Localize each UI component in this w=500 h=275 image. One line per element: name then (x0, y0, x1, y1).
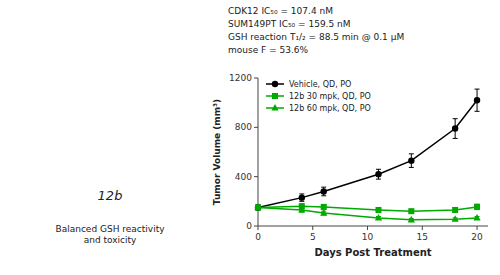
legend-label: Vehicle, QD, PO (289, 80, 351, 89)
error-cap (453, 118, 458, 119)
text-line: mouse F = 53.6% (228, 45, 309, 55)
text-line: SUM149PT IC₅₀ = 159.5 nM (228, 19, 351, 29)
x-tick-label: 20 (471, 232, 483, 242)
y-tick-label: 0 (246, 221, 252, 231)
error-bar (376, 208, 381, 212)
point (452, 125, 458, 131)
series-line (258, 100, 477, 207)
x-axis (258, 226, 488, 227)
point (321, 204, 327, 210)
point (321, 188, 327, 194)
x-tick (312, 226, 313, 230)
text-line: GSH reaction T₁/₂ = 88.5 min @ 0.1 μM (228, 32, 404, 42)
annotation: SUM149PT IC₅₀ = 159.5 nM (228, 19, 351, 29)
point (474, 204, 480, 210)
x-tick-label: 0 (255, 232, 261, 242)
annotation: GSH reaction T₁/₂ = 88.5 min @ 0.1 μM (228, 32, 404, 42)
text-line: and toxicity (84, 235, 137, 245)
error-bar (453, 208, 458, 212)
error-bar (376, 169, 381, 179)
y-tick (254, 127, 258, 128)
y-tick-label: 1200 (229, 73, 252, 83)
text-line: 12b (98, 188, 123, 203)
y-tick-label: 400 (235, 172, 252, 182)
error-cap (321, 195, 326, 196)
error-cap (299, 193, 304, 194)
legend-marker (272, 81, 278, 87)
y-tick (254, 176, 258, 177)
error-cap (299, 201, 304, 202)
x-tick-label: 5 (310, 232, 316, 242)
point (375, 214, 382, 221)
error-cap (409, 153, 414, 154)
legend-marker (271, 104, 278, 111)
error-bar (321, 205, 326, 209)
point (474, 97, 480, 103)
error-cap (321, 187, 326, 188)
x-tick (477, 226, 478, 230)
plot-area (254, 89, 480, 222)
point (408, 208, 414, 214)
error-cap (475, 89, 480, 90)
y-tick (254, 78, 258, 79)
x-tick-label: 15 (417, 232, 428, 242)
error-cap (376, 179, 381, 180)
point (255, 205, 261, 211)
error-cap (475, 111, 480, 112)
legend-marker (272, 93, 278, 99)
point (408, 216, 415, 223)
point (473, 214, 480, 221)
point (254, 204, 261, 211)
x-tick (367, 226, 368, 230)
point (452, 215, 459, 222)
error-bar (321, 187, 326, 196)
text-line: CDK12 IC₅₀ = 107.4 nM (228, 6, 333, 16)
error-bar (475, 89, 480, 111)
legend: Vehicle, QD, PO 12b 30 mpk, QD, PO 12b 60 … (266, 80, 371, 113)
text-line: Balanced GSH reactivity (56, 224, 166, 234)
y-tick-label: 800 (235, 122, 252, 132)
x-tick (422, 226, 423, 230)
error-bar (409, 154, 414, 168)
chart: CDK12 IC₅₀ = 107.4 nM SUM149PT IC₅₀ = 159… (0, 0, 500, 275)
series (254, 204, 480, 223)
point (375, 171, 381, 177)
y-axis-label: Tumor Volume (mm³) (212, 99, 222, 205)
error-cap (409, 167, 414, 168)
x-axis-label: Days Post Treatment (314, 247, 431, 258)
compound-label: 12b (98, 188, 123, 203)
caption: Balanced GSH reactivityand toxicity (56, 224, 166, 245)
error-cap (453, 138, 458, 139)
annotation: CDK12 IC₅₀ = 107.4 nM (228, 6, 333, 16)
point (452, 207, 458, 213)
point (299, 194, 305, 200)
series-line (258, 208, 477, 220)
series (255, 89, 480, 211)
point (375, 207, 381, 213)
point (320, 209, 327, 216)
annotation: mouse F = 53.6% (228, 45, 309, 55)
error-cap (376, 169, 381, 170)
legend-label: 12b 30 mpk, QD, PO (289, 92, 371, 101)
error-bar (475, 204, 480, 209)
error-bar (299, 194, 304, 201)
x-tick (258, 226, 259, 230)
x-tick-label: 10 (362, 232, 374, 242)
point (298, 206, 305, 213)
point (408, 157, 414, 163)
legend-label: 12b 60 mpk, QD, PO (289, 104, 371, 113)
y-tick (254, 226, 258, 227)
error-bar (453, 119, 458, 139)
